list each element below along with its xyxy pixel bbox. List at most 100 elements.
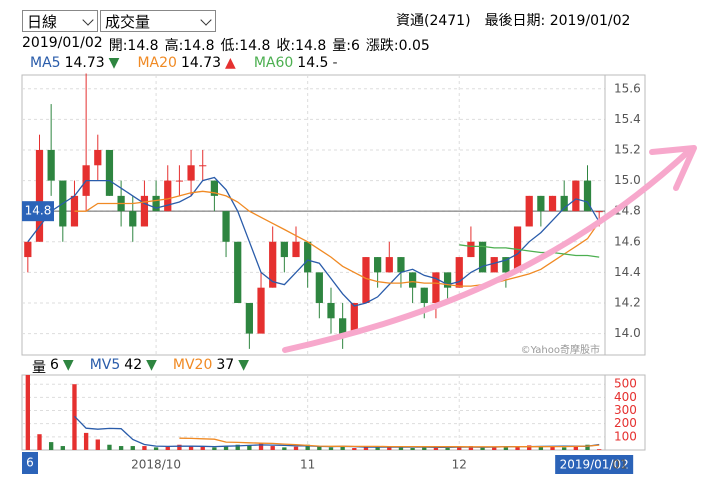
candle-body	[280, 241, 288, 258]
y-tick-label: 15.4	[614, 112, 641, 126]
ma-legend: MA5 14.73 ▼ MA20 14.73 ▲ MA60 14.5-	[22, 55, 338, 71]
legend-name: MA5	[30, 55, 61, 71]
y-tick-label: 300	[614, 403, 637, 417]
candle-body	[490, 257, 498, 273]
candle-body	[560, 195, 568, 212]
volume-bar	[503, 447, 509, 450]
candle-body	[443, 272, 452, 288]
volume-bar	[25, 375, 30, 450]
legend-arrow: ▼	[62, 357, 74, 373]
y-tick-label: 14.2	[614, 295, 641, 309]
volume-legend: 量 6 ▼ MV5 42 ▼ MV20 37 ▼	[22, 357, 249, 377]
annotation-arrow	[282, 147, 693, 353]
candle-body	[222, 211, 230, 242]
watermark: ©Yahoo奇摩股市	[521, 343, 600, 356]
volume-bar	[340, 446, 345, 450]
candle-body	[269, 241, 277, 288]
legend-name: MV5	[89, 357, 121, 373]
volume-bar	[375, 446, 380, 450]
info-item: 開:14.8	[108, 38, 159, 54]
volume-bar	[83, 432, 89, 450]
legend-value: 37	[216, 357, 235, 373]
legend-value: 14.73	[180, 55, 222, 71]
y-tick-label: 14.6	[614, 234, 641, 248]
candle-body	[327, 302, 335, 319]
volume-bar	[282, 447, 287, 450]
last-date: 最後日期: 2019/01/02	[484, 13, 631, 29]
candle-body	[140, 195, 149, 227]
info-item: 高:14.8	[164, 38, 215, 54]
volume-bar	[107, 444, 112, 450]
volume-bar	[188, 446, 194, 450]
candle-body	[47, 149, 55, 181]
candle-body	[199, 165, 207, 167]
volume-bar	[48, 442, 54, 450]
x-tick-label: 01	[612, 458, 627, 472]
volume-bar	[410, 448, 415, 450]
volume-bar	[37, 434, 42, 450]
volume-bar	[398, 447, 404, 450]
candle-body	[245, 302, 253, 334]
period-select[interactable]: 日線	[22, 10, 98, 32]
info-item: 量:6	[332, 38, 360, 54]
legend-name: MA20	[137, 55, 177, 71]
candle-body	[385, 257, 393, 273]
volume-bar	[585, 444, 590, 450]
volume-bar	[317, 446, 322, 450]
y-tick-label: 200	[614, 416, 637, 430]
volume-bar	[235, 444, 240, 450]
candle-body	[537, 195, 545, 212]
annotation-arrow-head	[649, 145, 697, 191]
y-tick-label: 400	[614, 390, 637, 404]
info-item: 收:14.8	[276, 38, 327, 54]
ma-line	[27, 176, 600, 307]
candle-body	[105, 149, 114, 196]
info-item: 2019/01/02	[22, 35, 103, 51]
candle-body	[595, 211, 603, 213]
legend-value: 6	[50, 357, 59, 373]
legend-arrow: -	[332, 55, 338, 71]
candle-body	[164, 180, 172, 212]
volume-bar	[527, 445, 532, 450]
legend-name: MA60	[253, 55, 294, 71]
volume-bar	[293, 446, 299, 450]
volume-bar	[562, 447, 567, 450]
volume-bar	[468, 446, 474, 450]
ma-line	[74, 415, 600, 449]
ma-line	[179, 437, 600, 448]
current-volume-label: 6	[26, 456, 34, 470]
candle-body	[152, 195, 160, 212]
y-tick-label: 15.2	[614, 142, 641, 156]
current-volume-box	[22, 452, 38, 474]
volume-bar	[492, 446, 497, 450]
volume-bar	[247, 445, 252, 450]
candle-body	[502, 257, 510, 273]
y-tick-label: 14.4	[614, 265, 641, 279]
current-price-box	[22, 201, 54, 222]
candle-body	[397, 257, 405, 273]
candle-body	[478, 241, 487, 273]
legend-arrow: ▼	[238, 357, 249, 373]
candle-body	[467, 241, 475, 258]
stock-name: 資通(2471)	[396, 13, 471, 29]
candle-body	[94, 149, 102, 166]
candle-body	[362, 257, 370, 303]
volume-bar	[573, 446, 579, 450]
volume-bar	[422, 447, 427, 450]
legend-arrow: ▼	[146, 357, 157, 373]
candle-body	[210, 180, 219, 196]
volume-bar	[60, 446, 65, 450]
indicator-select[interactable]: 成交量	[100, 10, 216, 32]
y-tick-label: 15.6	[614, 81, 641, 95]
volume-bar	[352, 448, 357, 450]
candle-body	[548, 195, 557, 212]
x-tick-label: 2019/01/02	[560, 458, 629, 472]
y-tick-label: 100	[614, 429, 637, 443]
volume-bar	[165, 446, 170, 450]
x-tick-label: 11	[300, 458, 315, 472]
y-tick-label: 15.0	[614, 173, 641, 187]
candle-body	[129, 211, 137, 227]
current-date-box	[555, 455, 634, 474]
